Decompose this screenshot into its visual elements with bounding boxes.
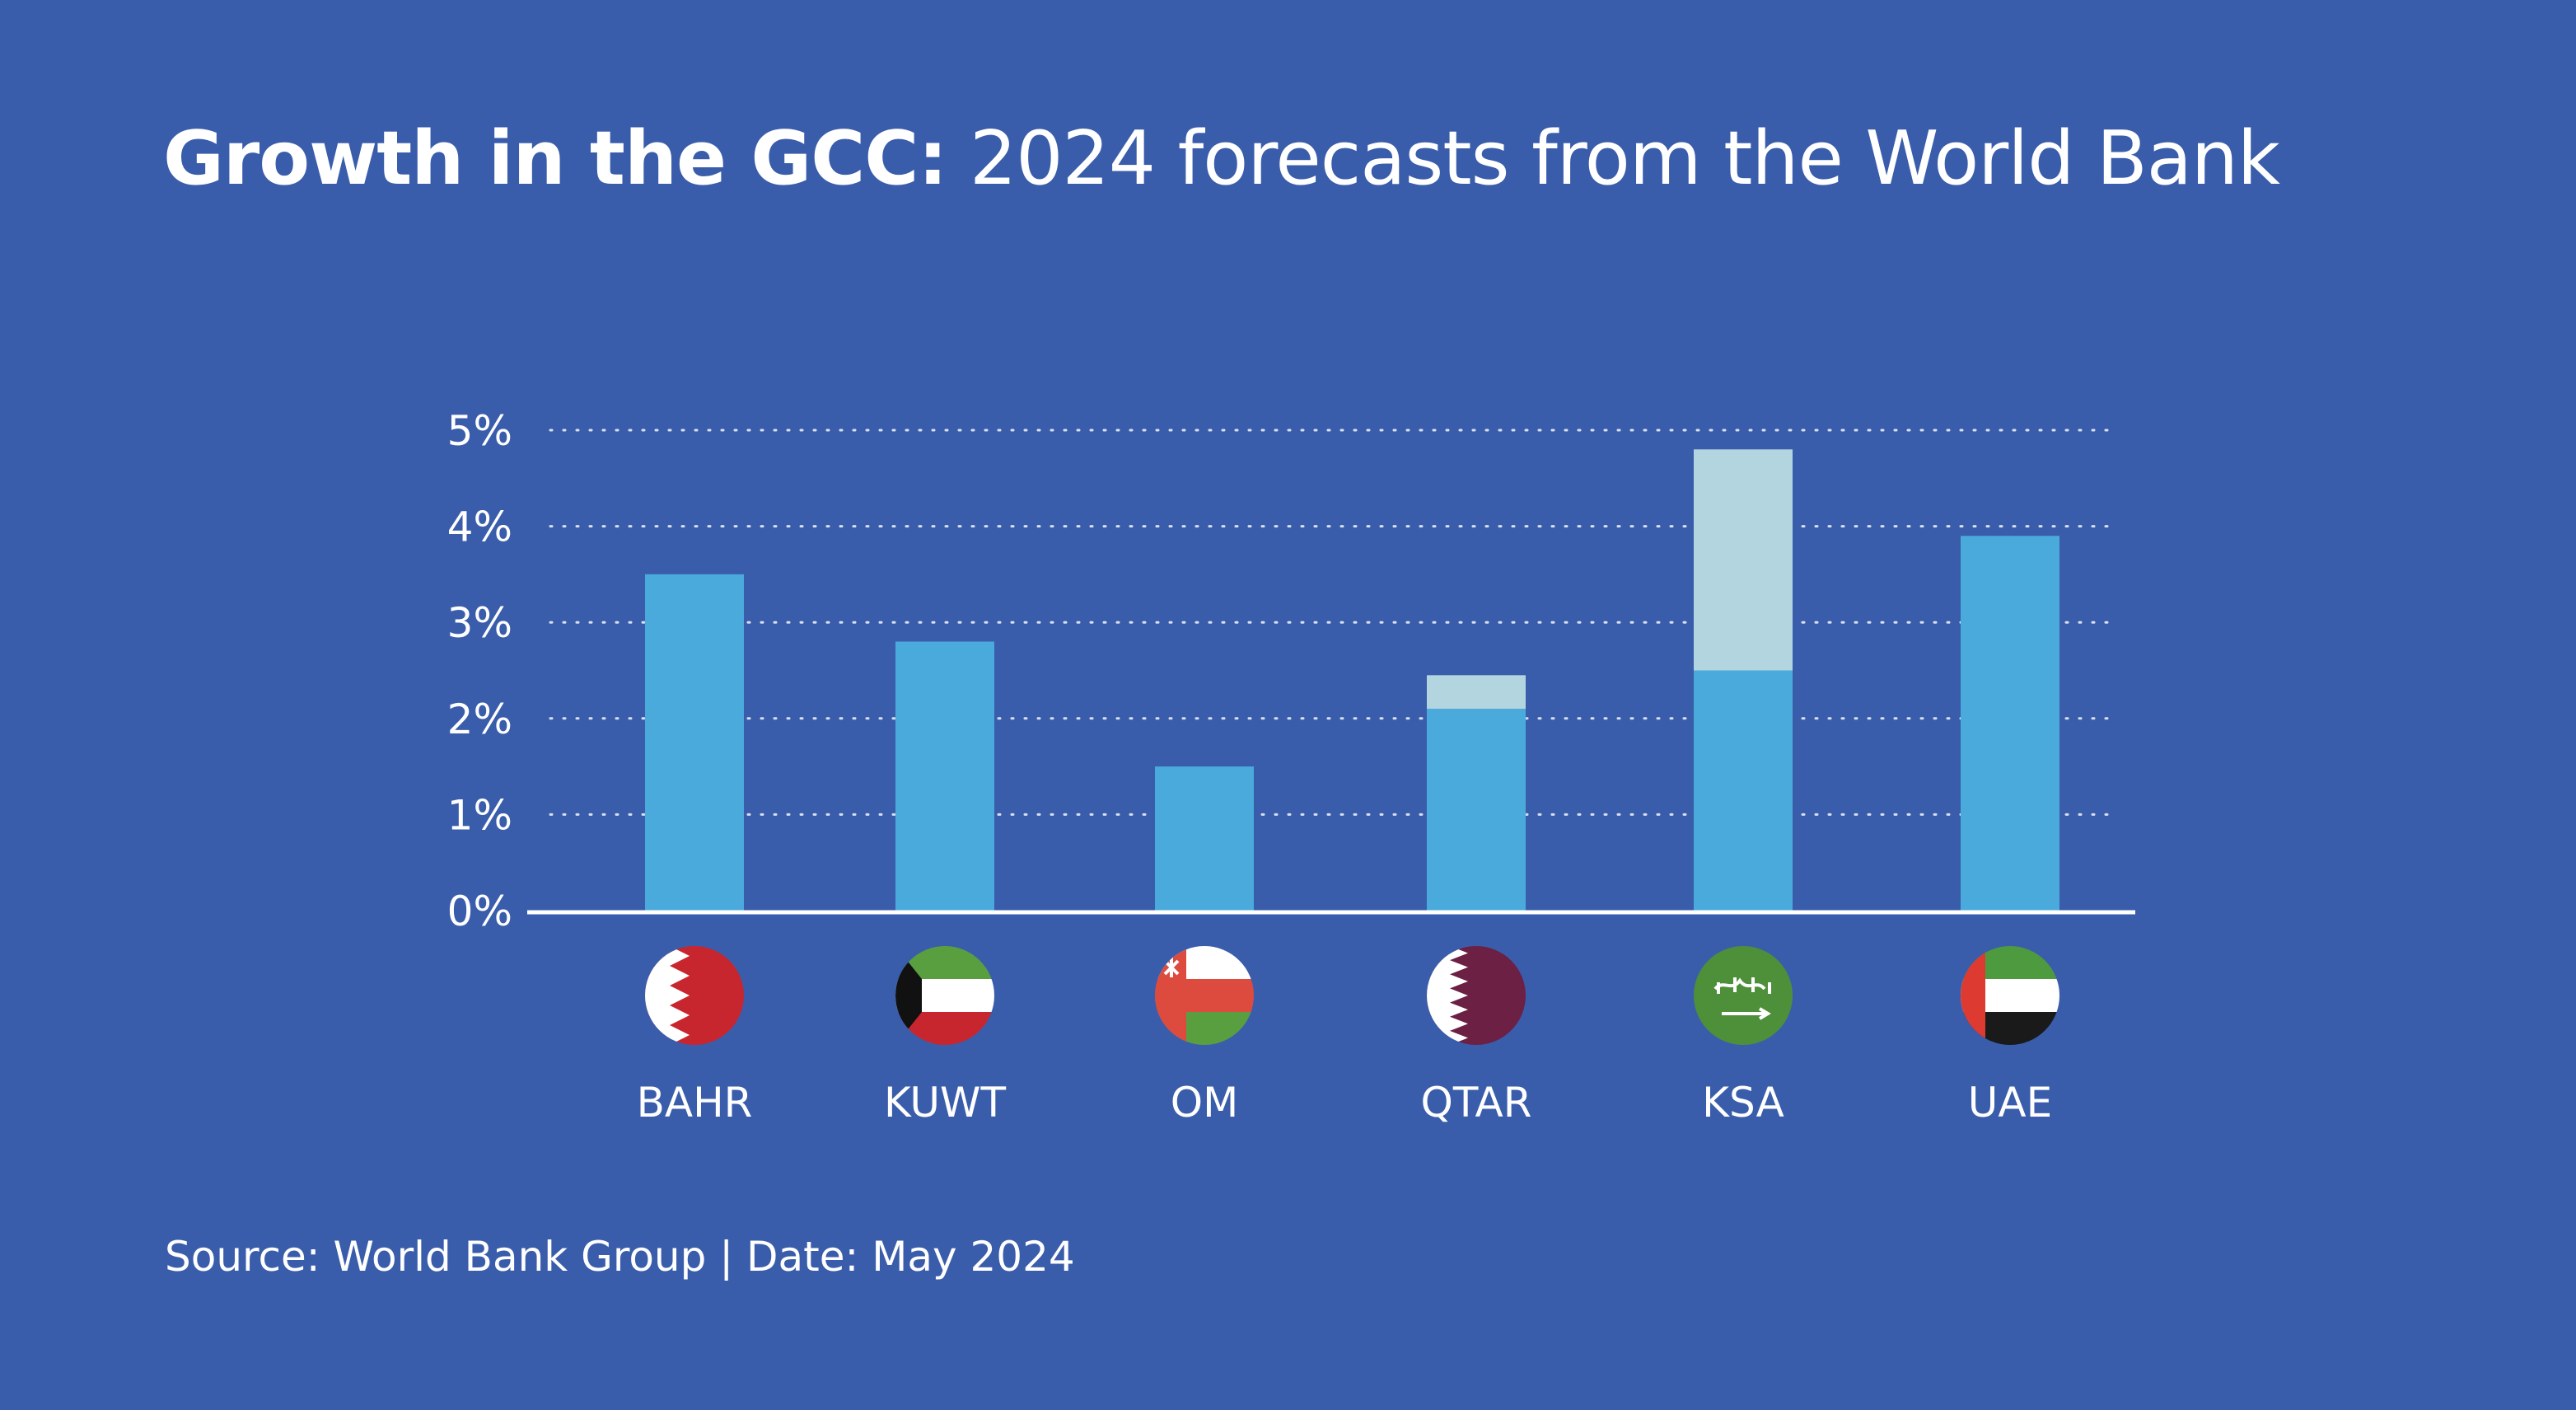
- oman-flag-icon: [1155, 946, 1254, 1045]
- bahrain-flag-icon: [645, 946, 744, 1045]
- bar-qtar-segment-1: [1427, 709, 1526, 911]
- x-category-label: OM: [1171, 1079, 1239, 1127]
- bar-uae-segment-1: [1961, 536, 2059, 911]
- bar-bahr-segment-1: [645, 574, 744, 911]
- chart-title-rest: 2024 forecasts from the World Bank: [947, 115, 2280, 202]
- bar-kuwt-segment-1: [895, 641, 994, 911]
- chart-title-lead: Growth in the GCC:: [163, 115, 947, 202]
- y-tick-label: 3%: [447, 599, 512, 647]
- flags: [645, 946, 2059, 1045]
- y-tick-label: 5%: [447, 407, 512, 455]
- x-category-label: BAHR: [637, 1079, 753, 1127]
- x-category-label: QTAR: [1421, 1079, 1532, 1127]
- kuwait-flag-icon: [895, 946, 994, 1045]
- qatar-flag-icon: [1427, 946, 1526, 1045]
- bars: [645, 449, 2059, 911]
- x-category-label: UAE: [1968, 1079, 2052, 1127]
- bar-qtar-segment-2: [1427, 675, 1526, 710]
- saudi-arabia-flag-icon: [1694, 946, 1793, 1045]
- x-category-label: KUWT: [884, 1079, 1006, 1127]
- bar-ksa-segment-1: [1694, 670, 1793, 911]
- gridlines: [549, 429, 2117, 816]
- y-tick-label: 0%: [447, 888, 512, 935]
- y-tick-label: 2%: [447, 696, 512, 743]
- source-note: Source: World Bank Group | Date: May 202…: [165, 1233, 1075, 1281]
- y-axis-ticks: 0% 1% 2% 3% 4% 5%: [447, 407, 512, 935]
- bar-ksa-segment-2: [1694, 449, 1793, 671]
- x-axis-labels: BAHR KUWT OM QTAR KSA UAE: [637, 1079, 2053, 1127]
- uae-flag-icon: [1961, 946, 2059, 1045]
- x-category-label: KSA: [1702, 1079, 1784, 1127]
- y-tick-label: 4%: [447, 504, 512, 551]
- bar-om-segment-1: [1155, 766, 1254, 911]
- y-tick-label: 1%: [447, 791, 512, 839]
- chart-title: Growth in the GCC: 2024 forecasts from t…: [163, 122, 2280, 196]
